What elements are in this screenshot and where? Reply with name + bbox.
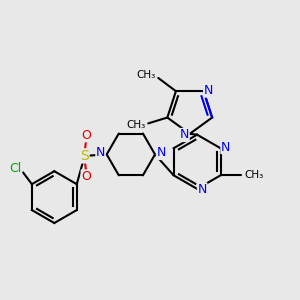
Text: N: N — [197, 183, 207, 196]
Text: N: N — [221, 141, 230, 154]
Text: Cl: Cl — [9, 162, 22, 175]
Text: N: N — [180, 128, 189, 142]
Text: O: O — [81, 129, 91, 142]
Text: CH₃: CH₃ — [126, 120, 145, 130]
Text: S: S — [80, 149, 89, 163]
Text: O: O — [81, 170, 91, 183]
Text: N: N — [204, 84, 213, 97]
Text: CH₃: CH₃ — [245, 170, 264, 180]
Text: N: N — [96, 146, 105, 159]
Text: CH₃: CH₃ — [136, 70, 155, 80]
Text: N: N — [157, 146, 166, 159]
